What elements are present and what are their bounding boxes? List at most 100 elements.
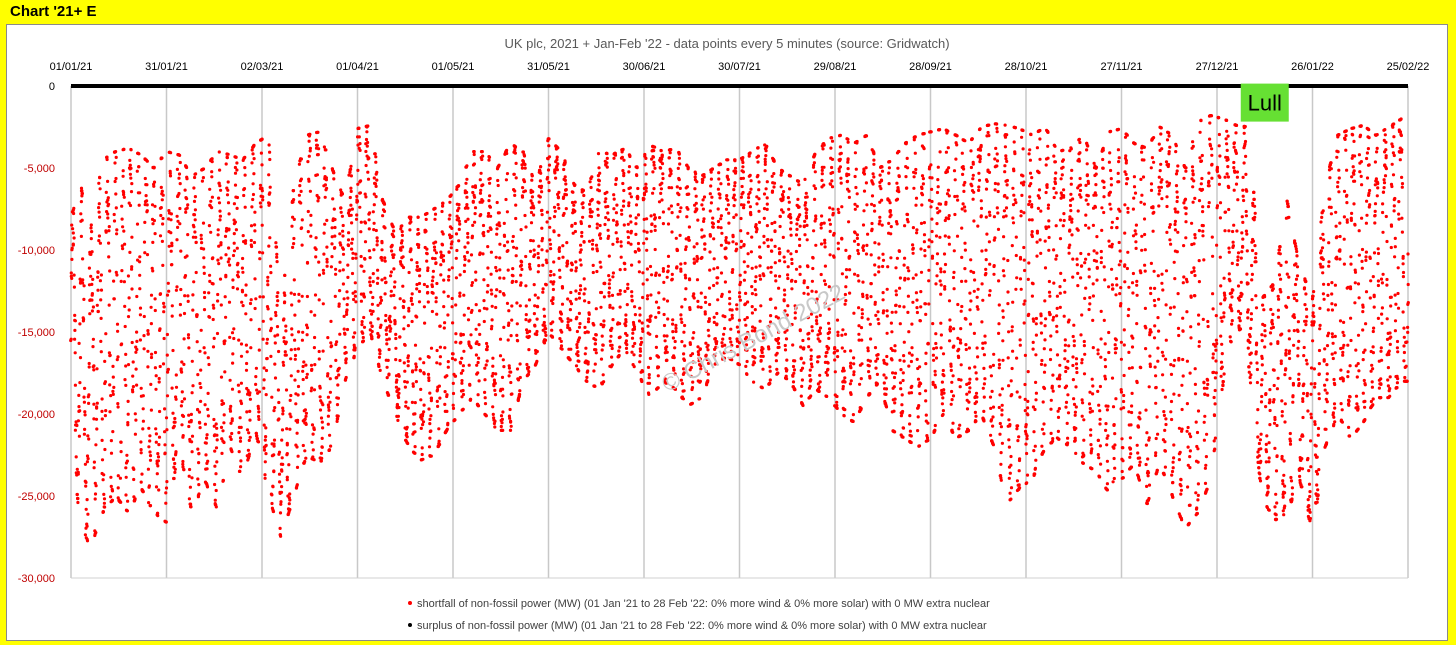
shortfall-point (631, 331, 635, 335)
shortfall-point (493, 419, 497, 423)
shortfall-point (157, 443, 161, 447)
shortfall-point (380, 248, 384, 252)
shortfall-point (212, 417, 216, 422)
shortfall-point (704, 353, 708, 357)
shortfall-point (856, 274, 860, 278)
shortfall-point (708, 192, 712, 196)
shortfall-point (326, 395, 330, 399)
shortfall-point (556, 146, 560, 150)
shortfall-point (151, 240, 155, 244)
shortfall-point (579, 263, 583, 267)
shortfall-point (908, 422, 912, 426)
shortfall-point (622, 199, 626, 203)
shortfall-point (618, 305, 622, 309)
shortfall-point (861, 294, 865, 299)
shortfall-point (344, 351, 348, 355)
shortfall-point (493, 393, 498, 397)
shortfall-point (296, 418, 300, 422)
shortfall-point (714, 345, 718, 349)
shortfall-point (433, 212, 438, 216)
shortfall-point (898, 358, 902, 362)
shortfall-point (847, 195, 852, 199)
shortfall-point (156, 514, 160, 518)
shortfall-point (391, 225, 395, 229)
shortfall-point (501, 358, 505, 362)
shortfall-point (305, 326, 310, 330)
shortfall-point (728, 318, 732, 322)
shortfall-point (470, 308, 474, 313)
shortfall-point (595, 269, 599, 274)
shortfall-point (79, 234, 83, 238)
shortfall-point (476, 404, 480, 408)
shortfall-point (800, 384, 804, 388)
shortfall-point (489, 250, 493, 254)
shortfall-point (215, 433, 219, 437)
shortfall-point (653, 145, 657, 149)
shortfall-point (914, 167, 918, 172)
shortfall-point (338, 332, 342, 336)
shortfall-point (348, 170, 352, 174)
shortfall-point (680, 305, 684, 309)
shortfall-point (793, 388, 797, 392)
shortfall-point (215, 426, 219, 430)
shortfall-point (186, 299, 190, 303)
shortfall-point (474, 303, 478, 307)
shortfall-point (563, 175, 567, 179)
shortfall-point (181, 414, 186, 418)
shortfall-point (605, 152, 609, 156)
shortfall-point (622, 171, 626, 175)
shortfall-point (797, 205, 801, 209)
shortfall-point (126, 363, 131, 367)
shortfall-point (773, 220, 777, 224)
shortfall-point (514, 161, 518, 165)
shortfall-point (544, 258, 548, 262)
shortfall-point (599, 265, 603, 269)
shortfall-point (107, 303, 111, 307)
shortfall-point (640, 327, 645, 331)
shortfall-point (322, 166, 326, 170)
shortfall-point (139, 448, 143, 452)
shortfall-point (469, 333, 473, 337)
shortfall-point (695, 278, 700, 282)
shortfall-point (893, 397, 897, 401)
shortfall-point (560, 302, 565, 306)
shortfall-point (716, 219, 721, 224)
shortfall-point (101, 510, 105, 514)
shortfall-point (786, 249, 790, 253)
shortfall-point (611, 318, 615, 322)
shortfall-point (789, 227, 793, 231)
shortfall-point (763, 157, 767, 161)
shortfall-point (94, 531, 98, 535)
shortfall-point (205, 467, 209, 471)
shortfall-point (209, 230, 213, 234)
shortfall-point (388, 314, 392, 318)
shortfall-point (273, 362, 277, 366)
shortfall-point (211, 282, 215, 286)
shortfall-point (476, 360, 480, 365)
shortfall-point (201, 221, 206, 225)
shortfall-point (644, 186, 648, 190)
shortfall-point (730, 313, 734, 317)
shortfall-point (267, 244, 271, 248)
shortfall-point (873, 273, 877, 277)
shortfall-point (463, 255, 467, 259)
shortfall-point (556, 203, 560, 207)
shortfall-point (90, 230, 94, 234)
shortfall-point (416, 227, 420, 232)
shortfall-point (93, 492, 98, 496)
shortfall-point (620, 212, 624, 216)
shortfall-point (833, 350, 837, 354)
shortfall-point (223, 370, 227, 374)
shortfall-point (170, 244, 174, 248)
shortfall-point (533, 253, 537, 257)
shortfall-point (695, 180, 699, 184)
shortfall-point (341, 223, 345, 228)
shortfall-point (202, 308, 207, 312)
shortfall-point (443, 321, 447, 325)
shortfall-point (696, 345, 700, 349)
shortfall-point (732, 215, 736, 219)
shortfall-point (553, 171, 557, 175)
shortfall-point (573, 229, 578, 234)
shortfall-point (774, 279, 778, 283)
shortfall-point (83, 413, 87, 417)
